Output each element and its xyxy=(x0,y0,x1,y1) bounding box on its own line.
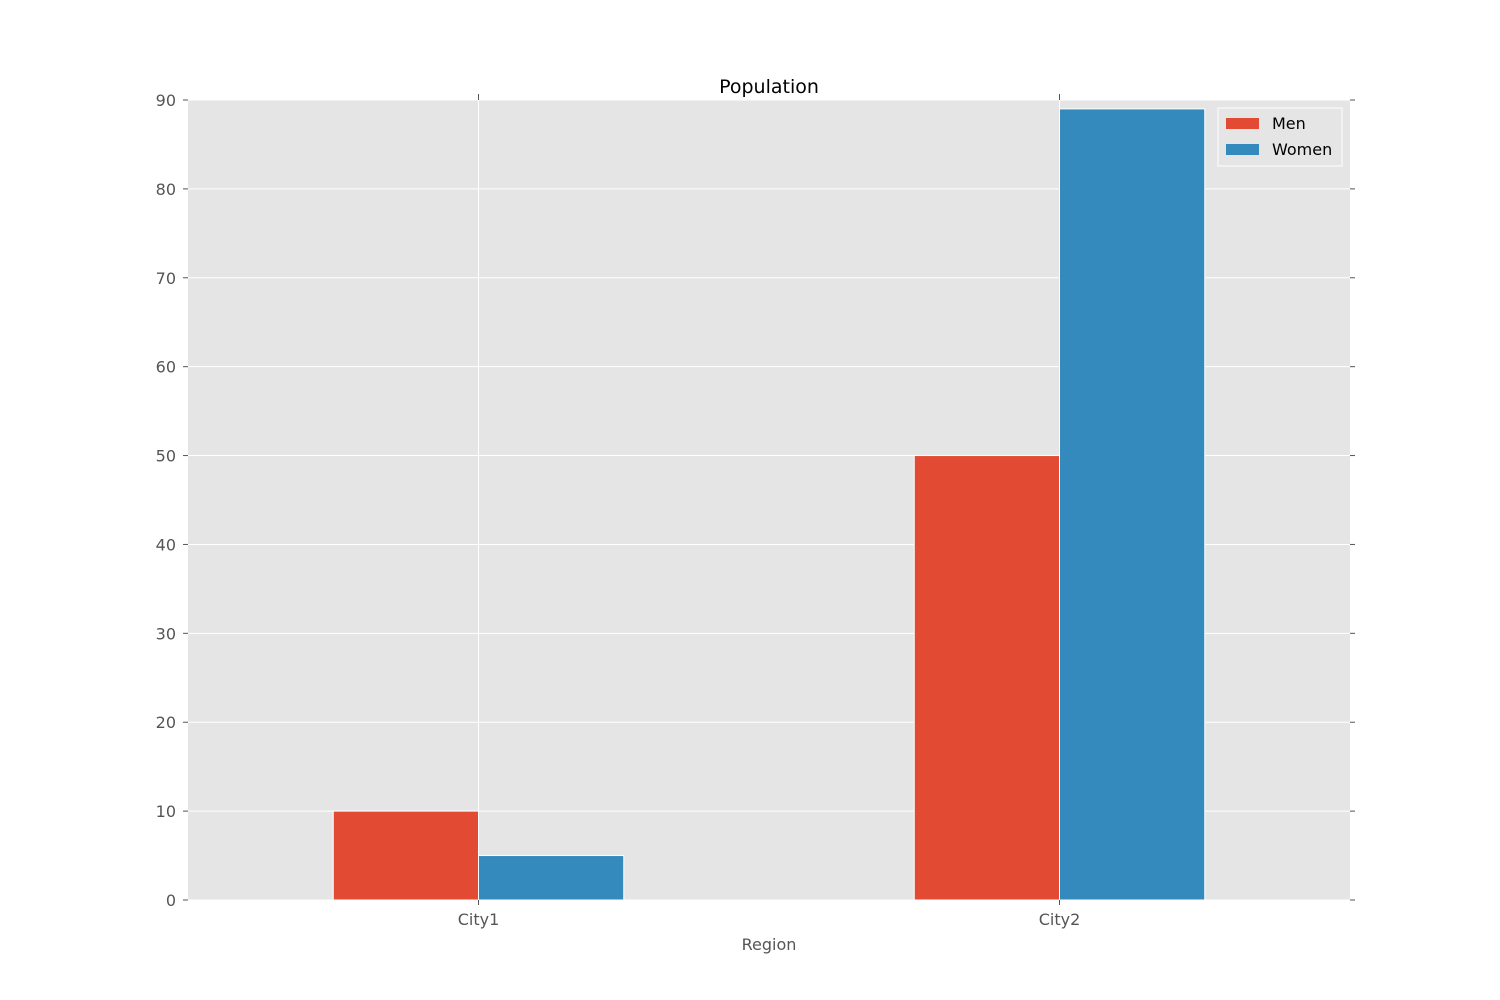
axis-ticks: 0 10 20 30 40 50 60 70 80 90 City1 City2 xyxy=(156,91,1355,929)
grid xyxy=(188,99,1350,901)
legend-label-men: Men xyxy=(1272,114,1306,133)
bar-men-city2 xyxy=(913,455,1060,901)
y-tick-label: 50 xyxy=(156,447,176,466)
y-tick-label: 0 xyxy=(166,891,176,910)
y-tick-label: 30 xyxy=(156,624,176,643)
legend-box xyxy=(1217,107,1343,167)
legend-swatch-women xyxy=(1226,144,1259,155)
y-tick-label: 70 xyxy=(156,269,176,288)
x-tick-label: City2 xyxy=(1039,910,1081,929)
bars xyxy=(332,108,1206,901)
x-tick-label: City1 xyxy=(458,910,500,929)
y-tick-label: 40 xyxy=(156,535,176,554)
y-tick-label: 20 xyxy=(156,713,176,732)
chart-title: Population xyxy=(719,76,819,98)
bar-women-city1 xyxy=(478,855,625,901)
y-tick-label: 80 xyxy=(156,180,176,199)
x-axis-label: Region xyxy=(742,935,797,954)
y-tick-label: 60 xyxy=(156,358,176,377)
bar-men-city1 xyxy=(332,810,479,901)
y-tick-label: 90 xyxy=(156,91,176,110)
y-tick-label: 10 xyxy=(156,802,176,821)
bar-women-city2 xyxy=(1059,108,1206,901)
legend-label-women: Women xyxy=(1272,140,1332,159)
legend: Men Women xyxy=(1217,107,1343,167)
legend-swatch-men xyxy=(1226,118,1259,129)
